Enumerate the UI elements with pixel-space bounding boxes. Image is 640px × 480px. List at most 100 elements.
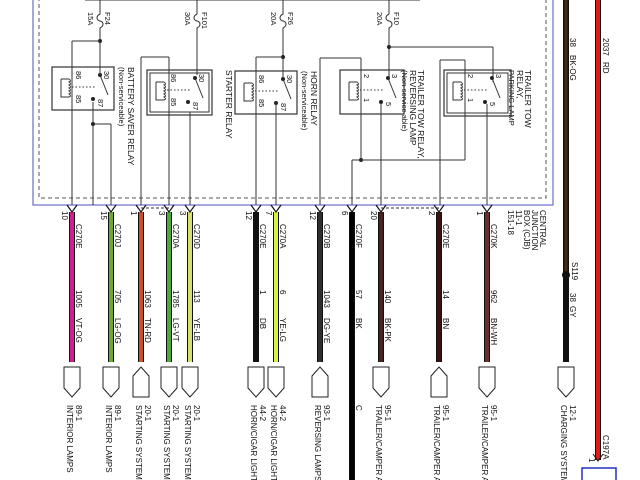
relay-coil-lead [60,78,69,98]
central-junction-box-border [32,0,554,206]
relay-coil-icon [250,82,254,102]
junction-dot [379,100,383,104]
wire-color-code: BK [354,318,363,329]
fuse-icon [96,0,104,41]
wire-color-code: DB [258,318,267,329]
relay-name-line2: RELAY, [515,70,525,99]
connector-arrow-icon [163,204,175,214]
fuse-id: F101 [200,12,209,29]
connector-pin: 3 [157,211,166,216]
relay-coil-icon [67,78,71,98]
junction-dot [91,97,95,101]
cjb-dashed-border [38,0,547,199]
connector-pin: 1 [129,211,138,216]
connector-male-icon [267,366,285,398]
connector-arrow-icon [375,204,387,214]
target-page: 12-1 [568,405,577,422]
relay-switch-icon [282,78,292,100]
circuit-number: 1785 [171,290,180,308]
circuit-number: 1063 [143,290,152,308]
relay-box [234,70,298,115]
connector-id: C270E [74,224,83,248]
relay-pin-label: 2 [362,74,371,78]
connector-arrow-icon [66,204,78,214]
target-system: HORN/CIGAR LIGHT [249,405,258,480]
target-system: STARTING SYSTEM [134,405,143,480]
relay-pin-label: 30 [285,75,294,83]
relay-pin-label: 30 [197,74,206,82]
connector-male-icon [372,366,390,398]
relay-name: TRAILER TOW RELAY, [416,70,426,159]
relay-pin-label: 86 [257,75,266,83]
connector-id: C270D [192,224,201,249]
relay-coil-icon [162,81,166,101]
connector-pin: 10 [60,211,69,220]
connector-female-icon [430,366,448,398]
fuse-rating: 30A [183,12,192,25]
relay-switch-icon [99,74,109,96]
circuit-number: 57 [354,290,363,299]
relay-coil-lead [348,81,357,101]
connector-arrow-icon [314,204,326,214]
wire-color-code: BK-OG [568,55,577,81]
wire-color-code: LG-OG [113,318,122,344]
wire-color-code: VT-OG [74,318,83,343]
connector-pin: 6 [340,211,349,216]
relay-name-line2: REVERSING LAMP [408,70,418,146]
wire-color-code: BN [441,318,450,329]
circuit-number: 113 [192,290,201,303]
junction-dot [281,77,285,81]
relay-box-inner [446,72,509,114]
relay-pin-label: 86 [74,71,83,79]
fuse-icon [193,0,201,47]
relay-coil-lead [452,81,461,101]
relay-pin-label: 30 [102,71,111,79]
connector-id: C270A [278,224,287,249]
connector-pin: 7 [264,211,273,216]
circuit-number: 6 [278,290,287,295]
wire-color-code: RD [601,62,610,74]
cjb-label: JUNCTION [530,210,539,251]
connector-pin: 20 [369,211,378,220]
relay-pin-label: 1 [466,98,475,102]
fuse-id: F10 [392,12,401,25]
fuse-rating: 15A [86,12,95,25]
relay-pin-label: 85 [257,99,266,107]
relay-switch-icon [387,77,397,99]
target-system: REVERSING LAMPS [313,405,322,480]
wire-color-code: BN-WH [489,318,498,345]
target-page: 95-1 [441,405,450,422]
circuit-number: 38 [568,38,577,47]
connector-id: C270E [258,224,267,248]
relay-box [146,69,213,116]
relay-coil-icon [459,81,463,101]
connector-pin: 1 [587,458,596,463]
fuse-rating: 20A [375,12,384,25]
wire-color-code: GY [568,306,577,318]
relay-pin-label: 3 [390,74,399,78]
wire-color-code: BK-PK [383,318,392,343]
connector-arrow-icon [481,204,493,214]
connector-pin: 2 [427,211,436,216]
fuse-rating: 20A [269,12,278,25]
junction-dot [483,100,487,104]
wire-color-code: YE-LB [192,318,201,341]
connector-id: C270F [354,224,363,248]
target-system: TRAILER/CAMPER A [480,405,489,480]
target-system: TRAILER/CAMPER A [374,405,383,480]
connector-male-icon [102,366,120,398]
target-system: TRAILER/CAMPER A [432,405,441,480]
target-page: 93-1 [322,405,331,422]
target-system: INTERIOR LAMPS [65,405,74,473]
relay-note: (Non-serviceable) [300,71,309,131]
connector-id: C270J [113,224,122,247]
target-page: 20-1 [143,405,152,422]
target-page: 89-1 [113,405,122,422]
circuit-number: 705 [113,290,122,304]
wire-color-code: TN-RD [143,318,152,343]
connector-id: C197A [601,435,610,460]
wire-color-code: LG-VT [171,318,180,342]
connector-male-icon [478,366,496,398]
splice-dot [562,271,570,279]
